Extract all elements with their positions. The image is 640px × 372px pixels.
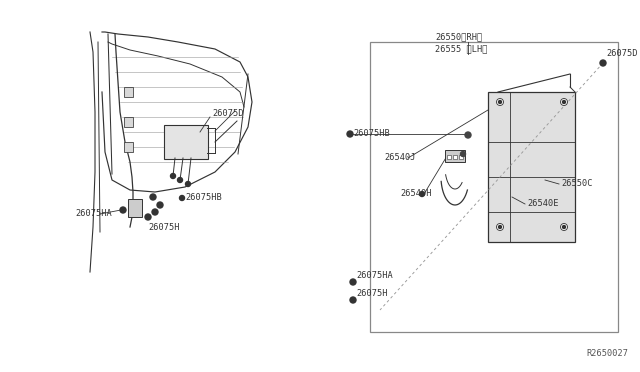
Text: 26075HB: 26075HB	[353, 129, 390, 138]
Circle shape	[561, 224, 568, 231]
Text: 26075HA: 26075HA	[356, 272, 393, 280]
Text: 26540E: 26540E	[527, 199, 559, 208]
Circle shape	[145, 214, 151, 220]
Circle shape	[186, 182, 191, 186]
Text: 26075HA: 26075HA	[75, 209, 112, 218]
Circle shape	[419, 192, 424, 196]
Text: R2650027: R2650027	[586, 349, 628, 358]
Text: 26540H: 26540H	[400, 189, 431, 199]
Circle shape	[600, 60, 606, 66]
Circle shape	[499, 100, 502, 103]
Text: 26075D: 26075D	[212, 109, 243, 119]
Bar	[370, 42, 618, 332]
Circle shape	[461, 151, 465, 157]
FancyBboxPatch shape	[164, 125, 208, 159]
Text: 26075H: 26075H	[148, 224, 179, 232]
Bar	[459, 155, 463, 159]
Text: 26075D: 26075D	[606, 49, 637, 58]
Bar	[124, 142, 133, 152]
Bar	[453, 155, 457, 159]
Bar	[445, 150, 465, 162]
Circle shape	[179, 196, 184, 201]
Circle shape	[563, 225, 566, 228]
Bar	[488, 92, 575, 242]
Circle shape	[170, 173, 175, 179]
Circle shape	[157, 202, 163, 208]
Bar	[128, 199, 142, 217]
Circle shape	[497, 99, 504, 106]
Text: 26540J: 26540J	[384, 154, 415, 163]
Circle shape	[120, 207, 126, 213]
Bar	[124, 87, 133, 97]
Bar	[447, 155, 451, 159]
Circle shape	[497, 224, 504, 231]
Text: 26550〈RH〉: 26550〈RH〉	[435, 32, 483, 42]
Circle shape	[150, 194, 156, 200]
Text: 26075HB: 26075HB	[185, 193, 221, 202]
Circle shape	[465, 132, 471, 138]
Text: 26075H: 26075H	[356, 289, 387, 298]
Circle shape	[350, 297, 356, 303]
Circle shape	[177, 177, 182, 183]
Circle shape	[152, 209, 158, 215]
Circle shape	[350, 279, 356, 285]
Bar	[124, 117, 133, 127]
Text: 26555 〈LH〉: 26555 〈LH〉	[435, 45, 488, 54]
Circle shape	[347, 131, 353, 137]
Circle shape	[499, 225, 502, 228]
Circle shape	[563, 100, 566, 103]
Circle shape	[561, 99, 568, 106]
Text: 26550C: 26550C	[561, 180, 593, 189]
